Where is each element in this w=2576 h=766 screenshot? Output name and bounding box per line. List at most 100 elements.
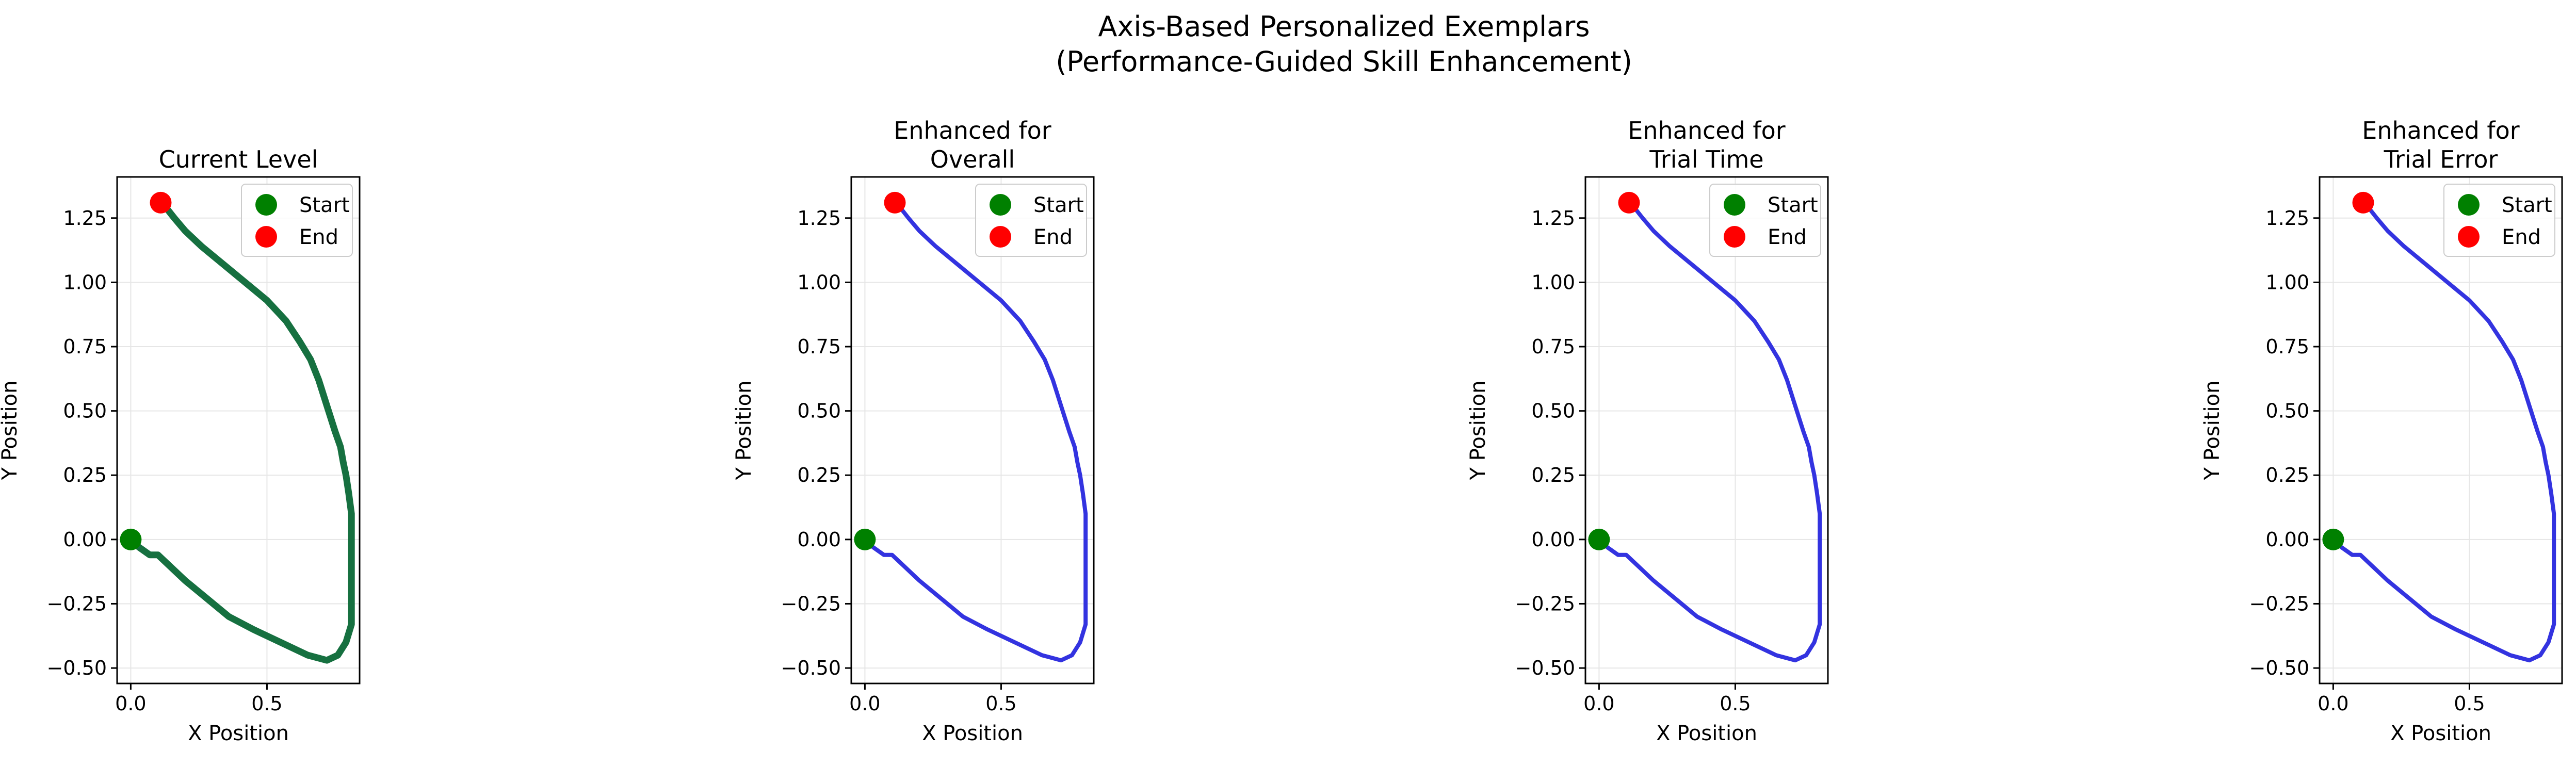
- x-tick-label: 0.5: [251, 692, 282, 715]
- panels: 0.0 0.5 −0.50 −0.25 0.00 0.25 0.50 0.75 1.00 1.25…: [0, 117, 2563, 745]
- y-tick-label: −0.25: [47, 592, 107, 615]
- legend-marker-end: [2458, 226, 2480, 248]
- y-tick-label: −0.50: [47, 657, 107, 679]
- legend-marker-end: [1724, 226, 1745, 248]
- x-tick-label: 0.0: [2318, 692, 2348, 715]
- y-tick-label: 0.50: [2265, 400, 2309, 422]
- legend: Start End: [1709, 184, 1821, 257]
- x-axis-label: X Position: [2390, 722, 2491, 745]
- panel-3: 0.0 0.5 −0.50 −0.25 0.00 0.25 0.50 0.75 1.00 1.25…: [1466, 117, 1829, 745]
- y-axis-label: Y Position: [732, 381, 756, 481]
- x-tick-label: 0.0: [849, 692, 880, 715]
- start-point: [1588, 528, 1610, 550]
- y-tick-label: 0.00: [1531, 528, 1575, 551]
- legend-label: Start: [1768, 193, 1818, 217]
- y-tick-label: 1.00: [1531, 271, 1575, 294]
- panel-title: Enhanced for: [1628, 117, 1785, 144]
- trajectory-line: [2331, 200, 2556, 663]
- y-tick-label: 0.25: [797, 464, 841, 486]
- y-axis-label: Y Position: [0, 381, 22, 481]
- start-point: [120, 528, 142, 550]
- legend-label: End: [299, 225, 338, 249]
- end-point: [2352, 191, 2374, 214]
- end-point: [1618, 191, 1640, 214]
- y-tick-label: 1.00: [63, 271, 107, 294]
- y-axis-label: Y Position: [2200, 381, 2224, 481]
- y-tick-label: 0.25: [2265, 464, 2309, 486]
- panel-title: Overall: [930, 145, 1015, 173]
- x-tick-label: 0.5: [2454, 692, 2485, 715]
- y-tick-label: 0.25: [63, 464, 107, 486]
- x-tick-label: 0.5: [985, 692, 1016, 715]
- panel-2: 0.0 0.5 −0.50 −0.25 0.00 0.25 0.50 0.75 1.00 1.25…: [732, 117, 1095, 745]
- y-tick-label: 1.25: [797, 207, 841, 230]
- legend: Start End: [241, 184, 353, 257]
- panel-title: Current Level: [159, 145, 318, 173]
- x-tick-label: 0.0: [1583, 692, 1614, 715]
- y-tick-label: 0.00: [797, 528, 841, 551]
- axes-frame: [850, 176, 1095, 684]
- panel-title: Trial Time: [1649, 145, 1763, 173]
- y-tick-label: −0.25: [2249, 592, 2309, 615]
- legend-label: Start: [2502, 193, 2552, 217]
- axes-frame: [2319, 176, 2563, 684]
- figure-title-line-1: Axis-Based Personalized Exemplars: [1098, 10, 1590, 43]
- y-tick-label: 1.00: [797, 271, 841, 294]
- trajectory-line: [127, 199, 355, 664]
- legend: Start End: [2443, 184, 2555, 257]
- y-tick-label: −0.25: [1515, 592, 1575, 615]
- panel-title: Enhanced for: [894, 117, 1051, 144]
- x-tick-label: 0.5: [1720, 692, 1751, 715]
- y-tick-label: 1.00: [2265, 271, 2309, 294]
- x-tick-label: 0.0: [115, 692, 146, 715]
- legend-label: End: [2502, 225, 2541, 249]
- y-tick-label: −0.50: [781, 657, 841, 679]
- y-tick-label: 0.75: [797, 335, 841, 358]
- y-tick-label: 0.50: [797, 400, 841, 422]
- legend-marker-start: [990, 194, 1011, 216]
- y-tick-label: 1.25: [1531, 207, 1575, 230]
- panel-4: 0.0 0.5 −0.50 −0.25 0.00 0.25 0.50 0.75 1.00 1.25…: [2200, 117, 2563, 745]
- legend-marker-end: [255, 226, 277, 248]
- y-tick-label: 1.25: [2265, 207, 2309, 230]
- trajectory-line: [1597, 200, 1822, 663]
- y-tick-label: 1.25: [63, 207, 107, 230]
- y-tick-label: −0.25: [781, 592, 841, 615]
- end-point: [150, 191, 172, 214]
- axes-frame: [116, 176, 361, 684]
- legend-label: Start: [299, 193, 350, 217]
- y-tick-label: 0.75: [1531, 335, 1575, 358]
- panel-1: 0.0 0.5 −0.50 −0.25 0.00 0.25 0.50 0.75 1.00 1.25…: [0, 145, 361, 745]
- y-tick-label: 0.75: [2265, 335, 2309, 358]
- x-axis-label: X Position: [188, 722, 289, 745]
- y-tick-label: 0.75: [63, 335, 107, 358]
- start-point: [854, 528, 876, 550]
- figure-title-line-2: (Performance-Guided Skill Enhancement): [1056, 45, 1632, 78]
- y-tick-label: 0.50: [1531, 400, 1575, 422]
- legend: Start End: [975, 184, 1087, 257]
- y-tick-label: −0.50: [1515, 657, 1575, 679]
- y-tick-label: 0.00: [2265, 528, 2309, 551]
- trajectory-line: [863, 200, 1088, 663]
- legend-marker-start: [2458, 194, 2480, 216]
- x-axis-label: X Position: [1656, 722, 1757, 745]
- end-point: [884, 191, 906, 214]
- y-tick-label: −0.50: [2249, 657, 2309, 679]
- y-tick-label: 0.25: [1531, 464, 1575, 486]
- start-point: [2322, 528, 2344, 550]
- y-tick-label: 0.50: [63, 400, 107, 422]
- legend-label: End: [1033, 225, 1073, 249]
- legend-marker-start: [1724, 194, 1745, 216]
- legend-marker-end: [990, 226, 1011, 248]
- axes-frame: [1584, 176, 1829, 684]
- y-tick-label: 0.00: [63, 528, 107, 551]
- panel-title: Enhanced for: [2362, 117, 2519, 144]
- panel-title: Trial Error: [2384, 145, 2498, 173]
- legend-label: End: [1768, 225, 1807, 249]
- legend-marker-start: [255, 194, 277, 216]
- x-axis-label: X Position: [922, 722, 1023, 745]
- y-axis-label: Y Position: [1466, 381, 1490, 481]
- legend-label: Start: [1033, 193, 1084, 217]
